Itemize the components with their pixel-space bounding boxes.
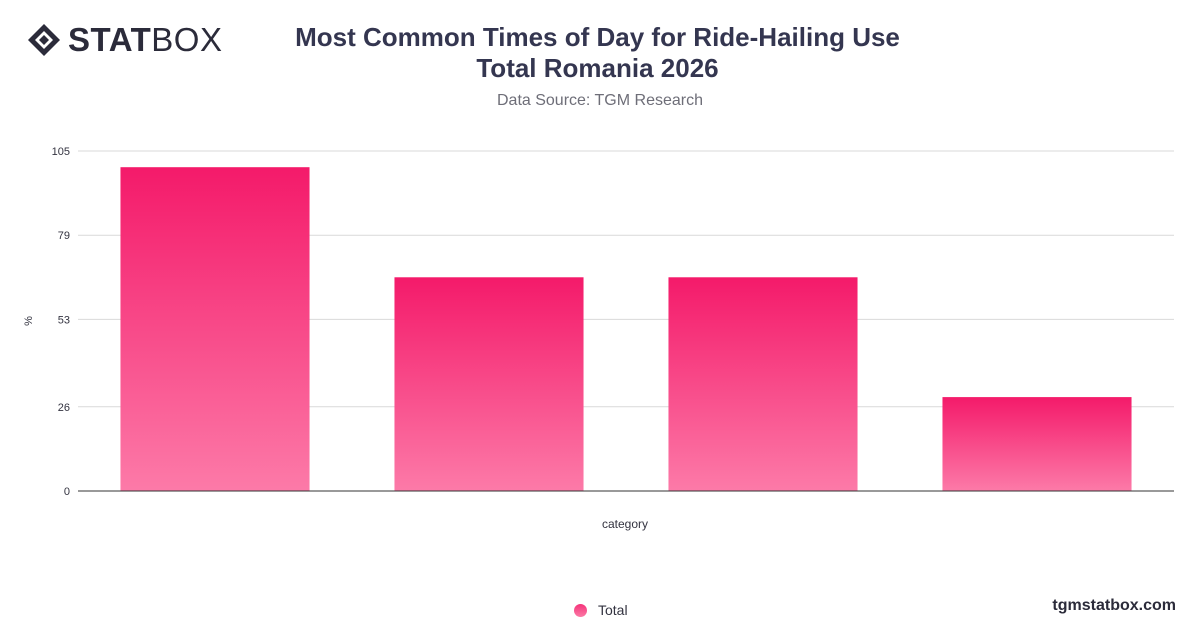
legend-marker: [574, 603, 587, 617]
diamond-logo-icon: [28, 24, 60, 56]
logo-wordmark: STATBOX: [68, 22, 222, 58]
y-tick-label: 105: [52, 146, 70, 158]
bar: [394, 277, 584, 491]
y-axis-label: %: [23, 316, 35, 326]
y-tick-label: 0: [64, 486, 70, 498]
bar: [668, 277, 858, 491]
bar: [942, 397, 1132, 491]
bar: [120, 167, 310, 491]
chart-legend[interactable]: Total: [574, 602, 628, 618]
chart-subtitle: Data Source: TGM Research: [496, 92, 703, 109]
logo-box: BOX: [151, 21, 223, 58]
legend-label: Total: [598, 602, 628, 618]
y-tick-label: 53: [58, 314, 70, 326]
y-tick-label: 79: [58, 230, 70, 242]
x-axis-label: category: [602, 517, 648, 531]
logo-stat: STAT: [68, 21, 152, 58]
footer-brand: tgmstatbox.com: [1052, 597, 1176, 614]
y-tick-label: 26: [58, 402, 70, 414]
chart-title: Most Common Times of Day for Ride-Hailin…: [295, 22, 900, 83]
statbox-logo: STATBOX: [26, 22, 222, 58]
